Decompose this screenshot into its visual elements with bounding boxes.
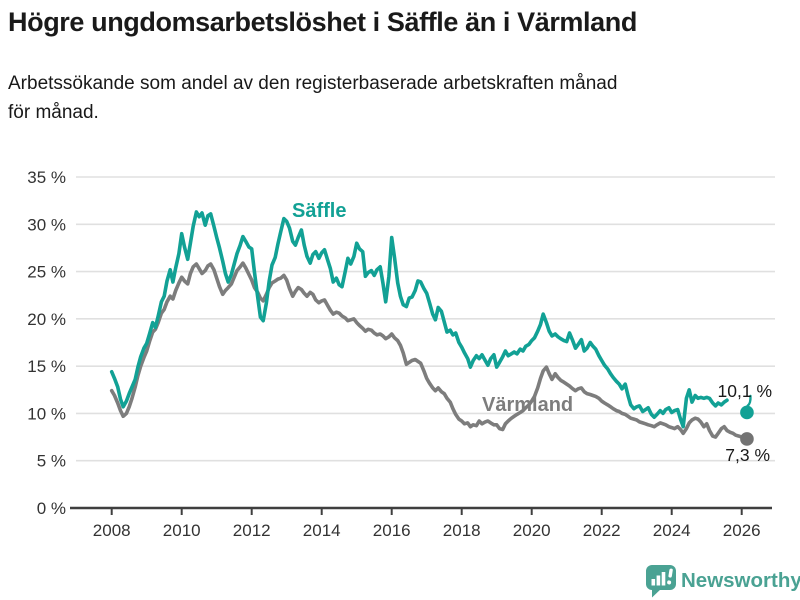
y-axis-tick-label: 25 % (27, 263, 66, 282)
annotation-leader-line (746, 394, 752, 408)
x-axis-tick-label: 2014 (303, 521, 341, 540)
x-axis-tick-label: 2018 (443, 521, 481, 540)
gridlines: 35 % 30 % 25 % 20 % 15 % 10 % 5 % 0 % (27, 168, 775, 518)
y-axis-tick-label: 30 % (27, 215, 66, 234)
x-axis-tick-label: 2012 (233, 521, 271, 540)
newsworthy-speech-bubble-bar-chart-icon (646, 565, 676, 598)
y-axis-tick-label: 35 % (27, 168, 66, 187)
end-value-annotation-varmland: 7,3 % (725, 445, 770, 465)
y-axis-tick-label: 15 % (27, 357, 66, 376)
x-axis: 2008 2010 2012 2014 2016 2018 2020 2022 2024 2026 (70, 506, 772, 540)
end-dot-saffle (740, 405, 754, 420)
page-title: Högre ungdomsarbetslöshet i Säffle än i … (8, 7, 637, 37)
end-value-annotation-saffle: 10,1 % (718, 381, 772, 401)
x-axis-tick-label: 2022 (583, 521, 621, 540)
line-saffle (109, 210, 729, 429)
y-axis-tick-label: 20 % (27, 310, 66, 329)
end-dot-varmland (740, 432, 754, 446)
line-varmland (109, 261, 749, 441)
x-axis-tick-label: 2010 (163, 521, 201, 540)
x-axis-tick-label: 2024 (653, 521, 691, 540)
x-axis-tick-label: 2026 (723, 521, 761, 540)
y-axis-tick-label: 0 % (37, 499, 66, 518)
x-axis-tick-label: 2020 (513, 521, 551, 540)
newsworthy-logo[interactable]: Newsworthy (646, 565, 800, 598)
series-label-varmland: Värmland (482, 394, 573, 416)
data-series (109, 210, 754, 446)
page-subtitle: Arbetssökande som andel av den registerb… (8, 73, 618, 123)
y-axis-tick-label: 10 % (27, 404, 66, 423)
x-axis-tick-label: 2016 (373, 521, 411, 540)
x-axis-tick-label: 2008 (93, 521, 131, 540)
series-label-saffle: Säffle (292, 200, 346, 222)
y-axis-tick-label: 5 % (37, 452, 66, 471)
newsworthy-logo-text: Newsworthy (681, 569, 800, 592)
